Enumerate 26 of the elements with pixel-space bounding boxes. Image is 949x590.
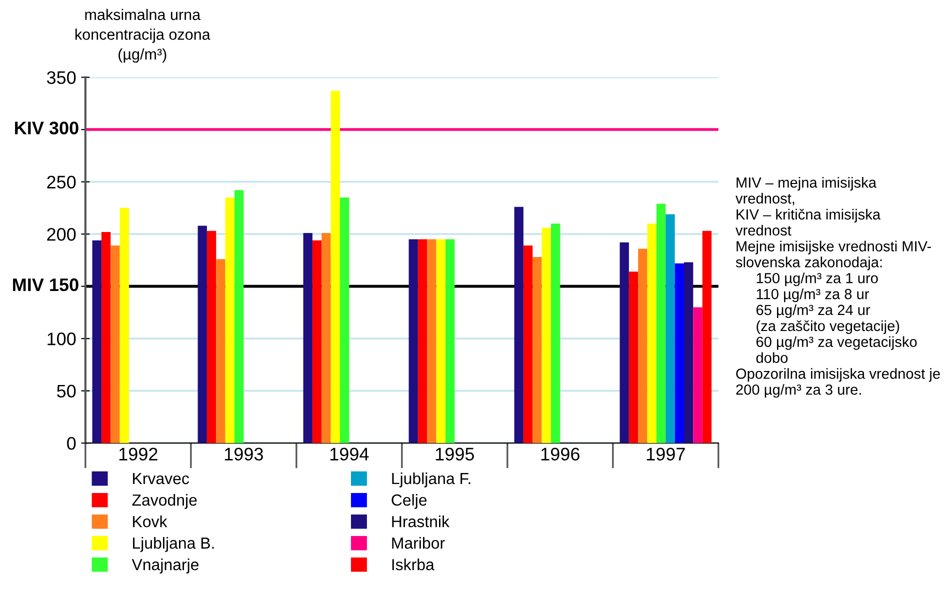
legend-label: Maribor [392,537,445,549]
x-tick-label: 1992 [119,448,158,461]
y-axis-title: maksimalna urna koncentracija ozona (µg/m³) [75,8,210,63]
x-tick-label: 1994 [330,448,369,461]
y-tick-label: 200 [47,228,76,241]
y-tick-label: 250 [47,176,76,189]
x-tick-label: 1996 [541,448,580,461]
legend-label: Ljubljana B. [133,537,214,552]
y-tick-label: 350 [46,71,76,84]
x-tick-label: 1993 [224,448,263,461]
legend-label: Celje [392,494,427,509]
ref-line-label: MIV 150 [13,278,78,292]
y-tick-label: 100 [48,332,76,346]
legend-label: Ljubljana F. [392,472,470,488]
legend-label: Kovk [133,516,168,528]
ref-line-label: KIV 300 [15,122,78,134]
y-tick-label: 0 [67,437,76,450]
x-tick-label: 1997 [646,448,685,461]
text: MIV – mejna imisijska vrednost, KIV – kritična imisijska vrednost Mejne imisijske vrednosti MIV- slovenska zakonodaja: 150 µg/m³ za 1 uro 110 µg/m³ za 8 ur 65 µg/m³ za 24 ur (za zaščito vegetacije) 60 µg/m³ za vegetacijsko dobo Opozorilna imisijska vrednost je 200 µg/m³ za 3 ure. [736,177,940,398]
legend-label: Vnajnarje [132,558,199,574]
legend-label: Iskrba [392,558,434,570]
y-tick-label: 50 [57,384,76,398]
legend-label: Zavodnje [132,494,197,509]
legend-label: Krvavec [133,473,190,484]
legend-label: Hrastnik [392,516,450,528]
x-tick-label: 1995 [436,448,474,461]
